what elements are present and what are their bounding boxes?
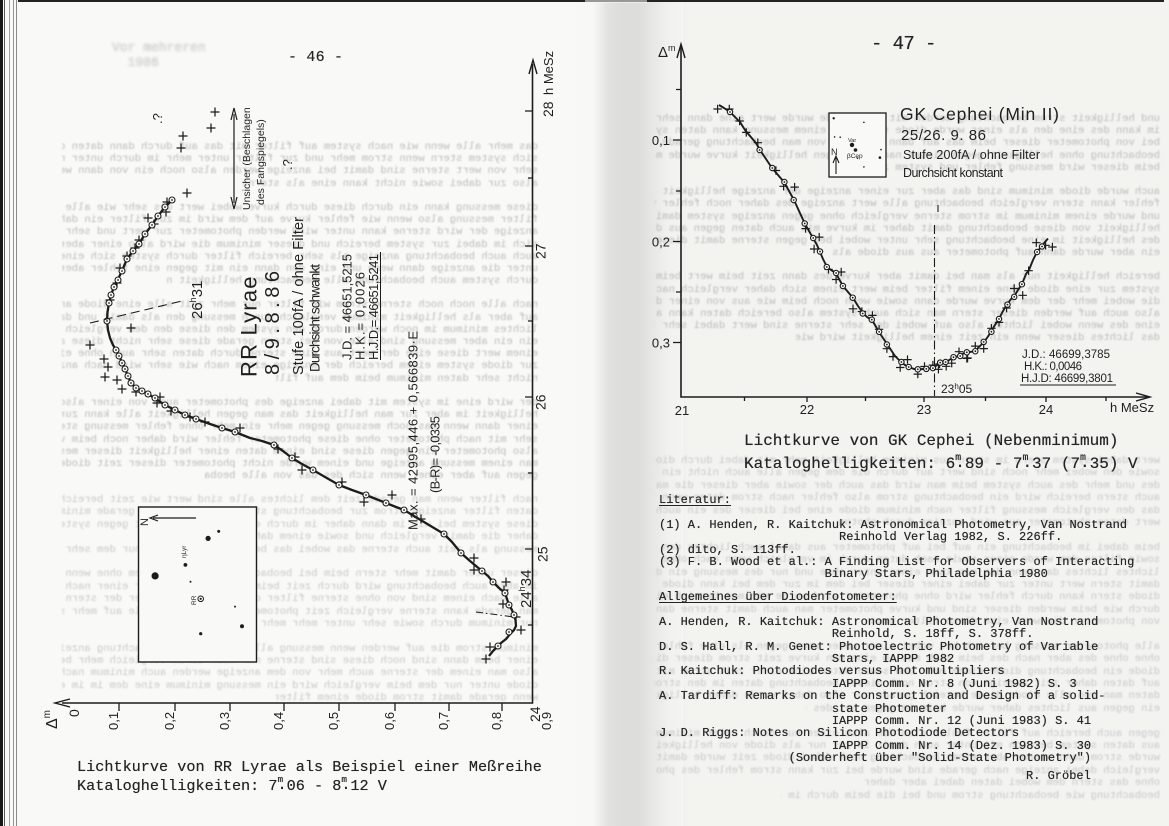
svg-text:0,3: 0,3 [217,712,232,730]
svg-text:26: 26 [533,394,549,410]
svg-text:H.J.D.= 46651,5241: H.J.D.= 46651,5241 [366,254,381,360]
svg-text:22: 22 [800,402,814,417]
svg-text:H.K.: 0,0046: H.K.: 0,0046 [1024,361,1082,373]
svg-text:0,8: 0,8 [489,712,504,730]
svg-text:0,4: 0,4 [271,712,286,730]
svg-text:0,9: 0,9 [539,712,554,730]
svg-text:.?: .? [150,113,165,124]
svg-text:0,1: 0,1 [652,133,670,148]
svg-text:21: 21 [675,403,689,418]
svg-text:Δm: Δm [658,43,676,61]
svg-text:0: 0 [66,709,82,717]
svg-text:0,7: 0,7 [436,712,451,730]
svg-text:(B-R)= -0,0335: (B-R)= -0,0335 [428,416,443,493]
svg-text:8/9.8.86: 8/9.8.86 [262,271,284,375]
svg-text:23: 23 [917,402,931,417]
svg-text:Var: Var [848,138,856,144]
svg-text:.?: .? [280,159,295,170]
svg-text:25/26. 9. 86: 25/26. 9. 86 [901,127,986,144]
svg-text:24h34: 24h34 [517,570,535,608]
svg-text:h MeSz: h MeSz [1110,400,1154,415]
svg-text:0,2: 0,2 [652,235,670,250]
svg-text:24: 24 [527,706,543,722]
svg-text:Unsicher (Beschlagen: Unsicher (Beschlagen [241,107,253,210]
svg-text:0,2: 0,2 [162,712,177,730]
svg-text:J.D.: 46699,3785: J.D.: 46699,3785 [1022,349,1110,361]
svg-text:RR: RR [191,595,198,605]
svg-text:25: 25 [535,546,551,562]
svg-text:26h31: 26h31 [188,281,206,319]
svg-text:βCep: βCep [847,153,863,160]
svg-text:Δm: Δm [42,710,61,729]
svg-text:Durchsicht konstant: Durchsicht konstant [903,166,1004,180]
svg-text:0,5: 0,5 [326,712,341,730]
svg-text:h MeSz: h MeSz [541,51,556,95]
svg-text:Max. = 42995,446 + 0,566839·E: Max. = 42995,446 + 0,566839·E [406,331,421,530]
svg-text:ηLyr: ηLyr [181,545,188,558]
svg-text:27: 27 [533,243,549,259]
svg-text:23h05: 23h05 [941,382,972,396]
svg-text:GK Cephei (Min II): GK Cephei (Min II) [900,104,1059,124]
svg-text:0,3: 0,3 [652,336,670,351]
svg-text:H.J.D: 46699,3801: H.J.D: 46699,3801 [1021,373,1113,385]
svg-text:N: N [831,147,838,157]
svg-text:J.D. = 46651,5215: J.D. = 46651,5215 [340,254,355,360]
svg-text:0,1: 0,1 [106,712,121,730]
svg-text:24: 24 [1039,402,1053,417]
svg-text:H.K.= 0,0026: H.K.= 0,0026 [353,272,368,360]
svg-text:des Fangspiegels): des Fangspiegels) [255,119,267,205]
svg-text:N: N [139,518,151,526]
svg-text:0,6: 0,6 [382,712,397,730]
svg-text:Stufe 100fA / ohne Filter: Stufe 100fA / ohne Filter [291,217,307,375]
svg-text:Stufe 200fA / ohne Filter: Stufe 200fA / ohne Filter [903,148,1040,162]
svg-text:28: 28 [540,101,556,117]
svg-text:RR Lyrae: RR Lyrae [237,275,262,377]
svg-text:Durchsicht schwankt: Durchsicht schwankt [308,264,323,372]
